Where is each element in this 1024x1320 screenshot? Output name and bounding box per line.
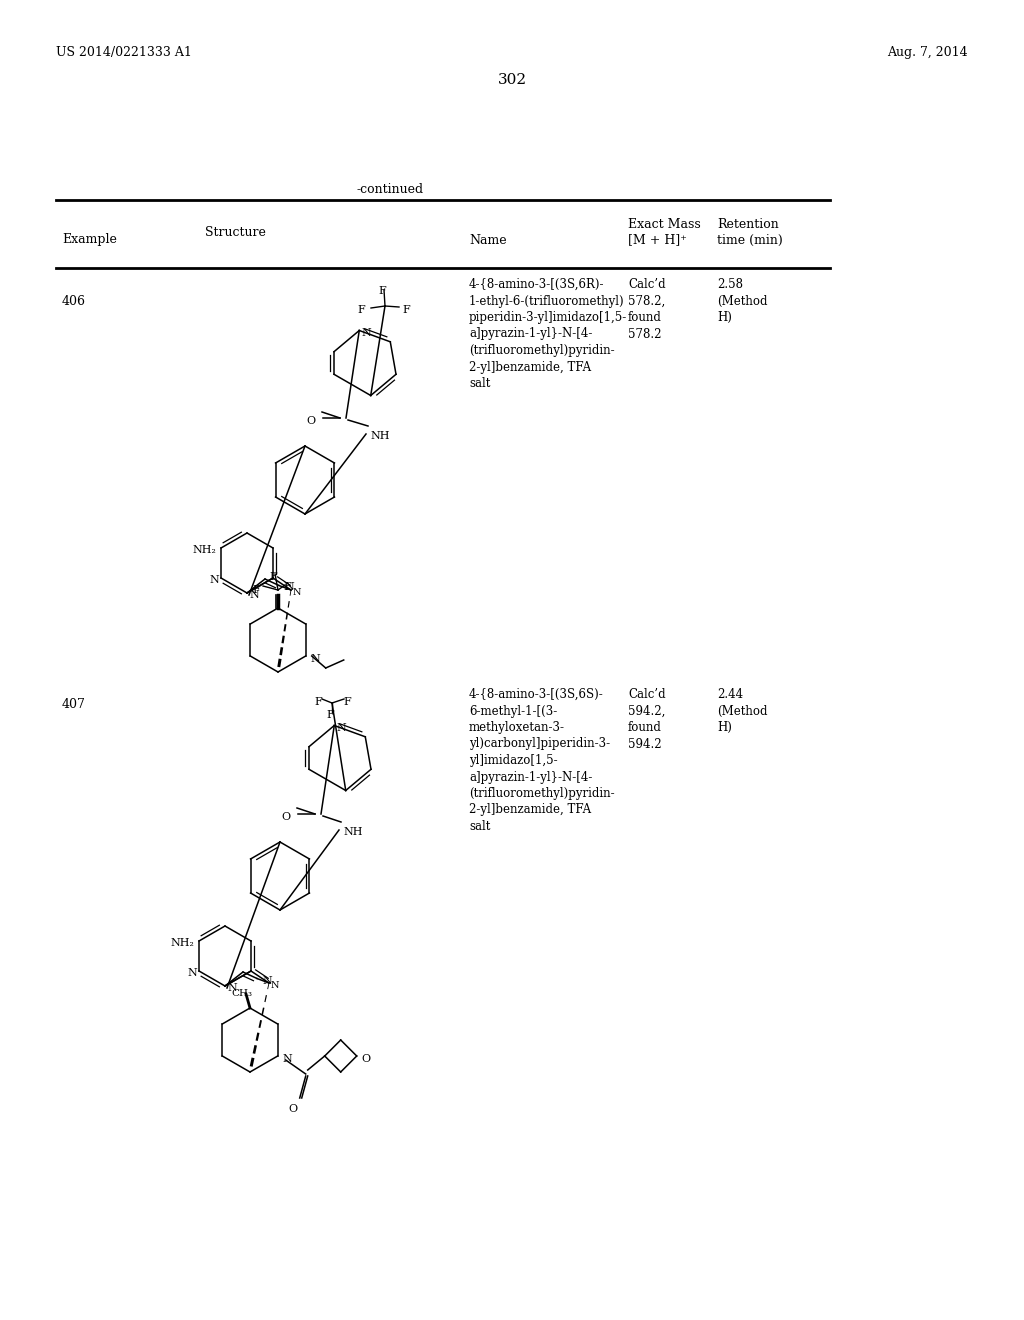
Text: NH₂: NH₂ <box>193 545 216 554</box>
Text: N: N <box>187 968 197 978</box>
Text: N: N <box>310 653 321 664</box>
Text: 2.44
(Method
H): 2.44 (Method H) <box>717 688 768 734</box>
Text: CH₃: CH₃ <box>231 989 253 998</box>
Text: F: F <box>326 710 334 719</box>
Text: 2.58
(Method
H): 2.58 (Method H) <box>717 279 768 323</box>
Text: F: F <box>378 286 386 296</box>
Text: NH₂: NH₂ <box>170 939 194 948</box>
Text: Structure: Structure <box>205 226 265 239</box>
Text: Aug. 7, 2014: Aug. 7, 2014 <box>888 46 968 59</box>
Text: 4-{8-amino-3-[(3S,6S)-
6-methyl-1-[(3-
methyloxetan-3-
yl)carbonyl]piperidin-3-
: 4-{8-amino-3-[(3S,6S)- 6-methyl-1-[(3- m… <box>469 688 614 833</box>
Text: N: N <box>293 587 301 597</box>
Text: F: F <box>252 585 260 595</box>
Text: N: N <box>249 590 259 601</box>
Text: N: N <box>271 981 280 990</box>
Text: N: N <box>284 582 294 593</box>
Text: Exact Mass: Exact Mass <box>628 219 700 231</box>
Text: 302: 302 <box>498 73 526 87</box>
Text: 406: 406 <box>62 294 86 308</box>
Text: Calc’d
594.2,
found
594.2: Calc’d 594.2, found 594.2 <box>628 688 666 751</box>
Text: NH: NH <box>343 828 362 837</box>
Text: Name: Name <box>469 234 507 247</box>
Text: 407: 407 <box>62 698 86 711</box>
Text: F: F <box>343 697 351 708</box>
Text: O: O <box>361 1053 371 1064</box>
Text: Example: Example <box>62 234 117 247</box>
Text: US 2014/0221333 A1: US 2014/0221333 A1 <box>56 46 191 59</box>
Text: Retention: Retention <box>717 219 778 231</box>
Text: N: N <box>361 327 371 338</box>
Text: N: N <box>336 722 346 733</box>
Text: -continued: -continued <box>356 183 424 195</box>
Text: N: N <box>209 576 219 585</box>
Text: N: N <box>283 1053 293 1064</box>
Text: O: O <box>288 1104 297 1114</box>
Text: F: F <box>314 697 322 708</box>
Text: F: F <box>269 572 276 582</box>
Text: time (min): time (min) <box>717 234 782 247</box>
Text: F: F <box>402 305 410 315</box>
Text: F: F <box>283 582 291 591</box>
Text: 4-{8-amino-3-[(3S,6R)-
1-ethyl-6-(trifluoromethyl)
piperidin-3-yl]imidazo[1,5-
a: 4-{8-amino-3-[(3S,6R)- 1-ethyl-6-(triflu… <box>469 279 628 389</box>
Text: O: O <box>282 812 291 822</box>
Text: NH: NH <box>370 432 389 441</box>
Text: N: N <box>227 983 237 993</box>
Text: O: O <box>306 416 315 426</box>
Text: N: N <box>262 975 271 986</box>
Text: Calc’d
578.2,
found
578.2: Calc’d 578.2, found 578.2 <box>628 279 666 341</box>
Text: [M + H]⁺: [M + H]⁺ <box>628 234 687 247</box>
Text: F: F <box>357 305 365 315</box>
